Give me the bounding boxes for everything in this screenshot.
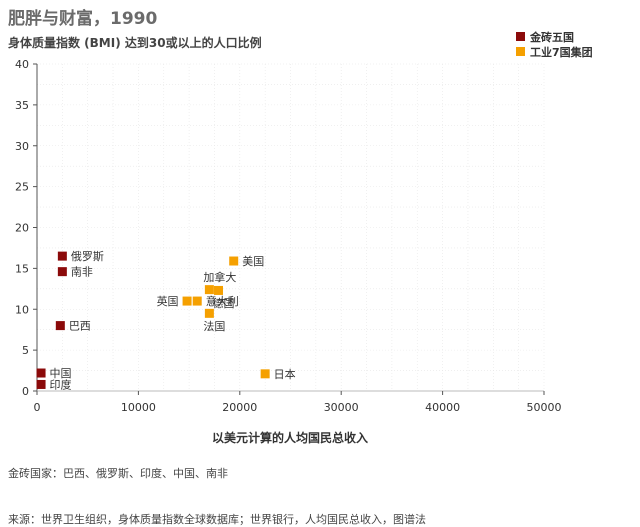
data-point: [36, 368, 46, 378]
y-tick-label: 15: [15, 262, 29, 275]
y-tick-label: 10: [15, 303, 29, 316]
data-label: 中国: [50, 367, 72, 380]
legend-item-g7: 工业7国集团: [516, 44, 593, 59]
data-label: 英国: [157, 294, 179, 308]
legend-swatch-g7: [516, 47, 525, 56]
data-point: [182, 296, 192, 306]
data-point: [260, 369, 270, 379]
legend: 金砖五国 工业7国集团: [516, 29, 593, 59]
data-point: [204, 308, 214, 318]
source-note: 来源：世界卫生组织，身体质量指数全球数据库；世界银行，人均国民总收入，图谱法: [8, 513, 426, 526]
axes: 0 5 10 15 20 25 30 35 40 0 10000 20000 30000 40000 500…: [15, 58, 562, 414]
data-label: 日本: [274, 367, 296, 381]
legend-label-brics: 金砖五国: [530, 30, 574, 44]
legend-swatch-brics: [516, 32, 525, 41]
x-tick-label: 40000: [425, 401, 460, 414]
data-point: [57, 267, 67, 277]
x-tick-label: 30000: [324, 401, 359, 414]
chart-title: 肥胖与财富，1990: [8, 9, 158, 29]
chart-subtitle: 身体质量指数 (BMI) 达到30或以上的人口比例: [8, 36, 262, 50]
data-point: [204, 285, 214, 295]
data-label: 巴西: [69, 320, 91, 333]
legend-item-brics: 金砖五国: [516, 29, 593, 44]
y-tick-label: 0: [22, 385, 29, 398]
data-point: [36, 379, 46, 389]
data-label: 美国: [242, 255, 264, 268]
x-tick-label: 10000: [121, 401, 156, 414]
data-point: [57, 251, 67, 261]
x-tick-label: 0: [34, 401, 41, 414]
x-axis-label: 以美元计算的人均国民总收入: [212, 430, 368, 445]
data-label: 印度: [50, 377, 72, 391]
data-point: [214, 285, 224, 295]
x-tick-label: 20000: [222, 401, 257, 414]
legend-label-g7: 工业7国集团: [530, 45, 593, 59]
y-tick-label: 20: [15, 222, 29, 235]
scatter-plot: 0 5 10 15 20 25 30 35 40 0 10000 20000 30000 40000 500…: [15, 58, 562, 445]
footnote-brics: 金砖国家：巴西、俄罗斯、印度、中国、南非: [8, 467, 228, 480]
data-label: 法国: [203, 319, 225, 333]
data-point: [192, 296, 202, 306]
y-tick-label: 30: [15, 140, 29, 153]
grid: [36, 63, 545, 392]
data-label: 德国: [213, 296, 235, 310]
data-point: [55, 321, 65, 331]
y-tick-label: 35: [15, 99, 29, 112]
data-label: 俄罗斯: [71, 250, 104, 263]
y-tick-label: 25: [15, 181, 29, 194]
data-label: 加拿大: [203, 270, 236, 284]
y-tick-label: 40: [15, 58, 29, 71]
data-label: 南非: [71, 266, 93, 279]
data-point: [229, 256, 239, 266]
x-tick-label: 50000: [527, 401, 562, 414]
y-tick-label: 5: [22, 344, 29, 357]
data-label: 意大利: [206, 294, 239, 308]
